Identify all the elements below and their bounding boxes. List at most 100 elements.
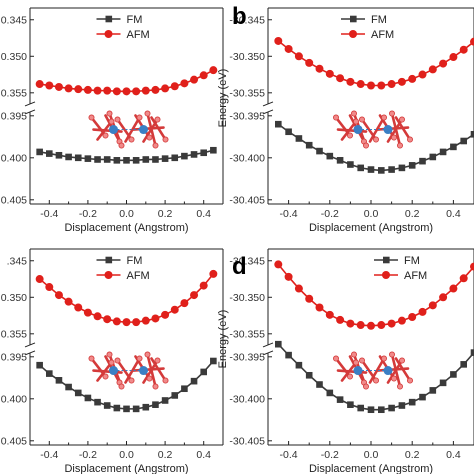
data-point-fm <box>171 392 179 399</box>
axis-break-mark <box>24 101 36 107</box>
data-point-fm <box>74 154 82 162</box>
data-point-fm <box>190 151 198 158</box>
data-point-fm <box>152 401 159 408</box>
data-point-fm <box>123 157 130 164</box>
data-point-afm <box>356 80 365 89</box>
data-point-fm <box>316 381 323 388</box>
y-tick-label: -30.395 <box>229 110 265 122</box>
data-point-fm <box>378 167 385 174</box>
oxygen-atom <box>114 357 121 364</box>
oxygen-atom <box>358 116 365 123</box>
data-point-afm <box>418 70 427 79</box>
x-tick-label: 0.4 <box>446 449 461 461</box>
data-point-fm <box>210 146 217 154</box>
x-tick-label: 0.2 <box>405 449 420 461</box>
oxygen-atom <box>144 110 151 117</box>
oxygen-atom <box>136 114 143 121</box>
y-tick-label: 0.395 <box>1 351 27 363</box>
data-point-fm <box>152 156 159 163</box>
oxygen-atom <box>346 132 353 139</box>
data-point-afm <box>64 84 73 93</box>
x-axis-title: Displacement (Angstrom) <box>64 463 188 474</box>
x-tick-label: 0.0 <box>119 449 134 461</box>
data-point-afm <box>151 314 160 323</box>
data-point-fm <box>408 398 416 406</box>
oxygen-atom <box>154 357 161 364</box>
metal-atom <box>109 125 118 135</box>
metal-atom <box>383 366 393 376</box>
data-point-afm <box>103 86 112 95</box>
x-tick-label: 0.0 <box>119 208 134 220</box>
oxygen-atom <box>118 383 125 390</box>
data-point-afm <box>45 283 54 292</box>
data-point-afm <box>74 85 83 94</box>
data-point-afm <box>93 86 102 95</box>
y-tick-label: 0.355 <box>1 328 27 340</box>
data-point-fm <box>181 152 188 160</box>
axis-break-mark <box>262 350 274 356</box>
data-point-afm <box>180 79 189 88</box>
data-point-fm <box>285 128 292 136</box>
data-point-afm <box>387 319 396 328</box>
oxygen-atom <box>390 375 397 382</box>
oxygen-atom <box>162 136 169 143</box>
data-point-fm <box>132 157 140 164</box>
chart-panel-c: .345 0.350 0.355 0.395 0.400 0.405 -0.4 -0.2 0.0… <box>1 248 224 474</box>
data-point-afm <box>294 284 303 293</box>
y-tick-label: -30.345 <box>229 14 265 26</box>
data-point-afm <box>346 77 355 86</box>
metal-atom <box>353 366 363 376</box>
oxygen-atom <box>380 355 387 362</box>
axis-break-mark <box>262 342 274 348</box>
data-point-afm <box>54 291 63 300</box>
data-point-afm <box>112 87 121 96</box>
oxygen-atom <box>350 110 357 117</box>
metal-atom <box>383 125 393 135</box>
oxygen-atom <box>106 110 113 117</box>
legend-label: FM <box>127 255 143 267</box>
y-tick-label: 0.355 <box>1 87 27 99</box>
y-tick-label: 0.350 <box>1 51 27 63</box>
x-tick-label: -0.2 <box>79 449 97 461</box>
y-tick-label: 0.395 <box>1 110 27 122</box>
data-point-fm <box>439 148 447 156</box>
data-point-fm <box>305 141 313 149</box>
data-point-fm <box>113 404 121 412</box>
legend-marker-fm <box>350 15 357 23</box>
data-point-afm <box>428 301 437 310</box>
data-point-fm <box>103 156 111 163</box>
x-tick-label: -0.2 <box>321 208 339 220</box>
data-point-fm <box>190 377 198 385</box>
oxygen-atom <box>398 116 405 123</box>
data-point-fm <box>398 402 406 409</box>
y-tick-label: 0.400 <box>1 152 27 164</box>
data-point-afm <box>397 77 406 86</box>
data-point-fm <box>398 164 406 172</box>
data-point-fm <box>470 349 474 356</box>
oxygen-atom <box>396 383 403 390</box>
data-point-fm <box>36 148 43 156</box>
data-point-fm <box>439 379 447 387</box>
oxygen-atom <box>154 116 161 123</box>
x-tick-label: 0.4 <box>446 208 461 220</box>
x-tick-label: -0.2 <box>321 449 339 461</box>
legend-marker-fm <box>105 15 113 23</box>
data-point-fm <box>305 371 313 379</box>
x-axis-title: Displacement (Angstrom) <box>309 222 433 234</box>
y-tick-label: -30.395 <box>229 351 265 363</box>
x-tick-label: 0.4 <box>196 449 211 461</box>
y-tick-label: -30.400 <box>229 393 265 405</box>
data-point-fm <box>347 161 354 168</box>
data-point-afm <box>170 305 179 314</box>
data-point-fm <box>336 396 344 403</box>
data-point-afm <box>199 281 208 290</box>
data-point-fm <box>123 405 130 413</box>
crystal-structure-inset <box>332 351 413 390</box>
legend-marker-afm <box>104 271 113 279</box>
data-point-fm <box>357 404 364 412</box>
data-point-fm <box>171 154 179 162</box>
oxygen-atom <box>362 383 369 390</box>
data-point-afm <box>209 269 218 278</box>
data-point-fm <box>181 385 188 393</box>
